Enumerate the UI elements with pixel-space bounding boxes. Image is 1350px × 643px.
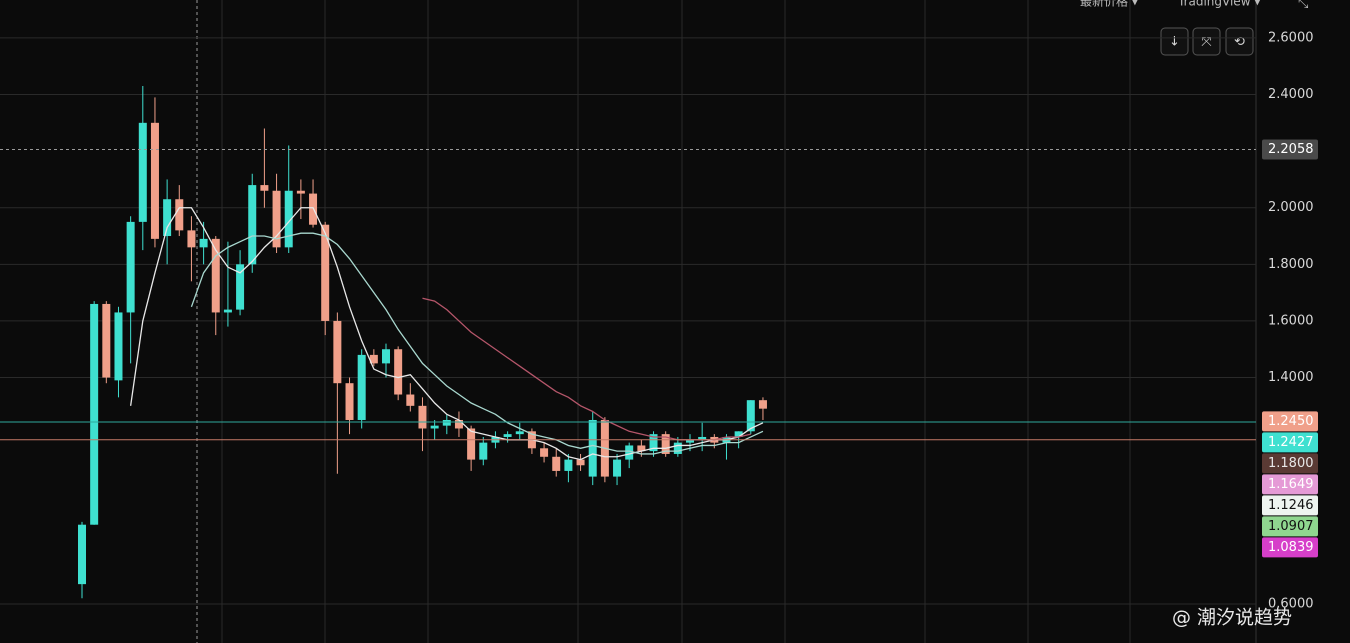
candle-body bbox=[394, 349, 403, 395]
price-label-box bbox=[1262, 411, 1318, 432]
y-tick-label: 1.4000 bbox=[1268, 370, 1314, 385]
candle-body bbox=[661, 434, 670, 454]
button[interactable] bbox=[1192, 27, 1221, 56]
candle-body bbox=[333, 320, 342, 384]
price-label-box bbox=[1262, 139, 1318, 160]
candle-body bbox=[296, 190, 305, 194]
price-label-box bbox=[1262, 453, 1318, 474]
price-label: 1.2450 bbox=[1268, 414, 1314, 429]
candle-body bbox=[442, 419, 451, 426]
candle-body bbox=[102, 303, 111, 378]
price-label-box bbox=[1262, 474, 1318, 495]
price-label: 1.0839 bbox=[1268, 540, 1314, 555]
price-label-box bbox=[1262, 537, 1318, 558]
y-tick-label: 2.4000 bbox=[1268, 87, 1314, 102]
toolbar-price[interactable]: 最新价格 ▾ bbox=[1080, 0, 1138, 9]
button-icon: ⟲ bbox=[1234, 35, 1245, 50]
toolbar-buttons: ↓ ⤧ ⟲ bbox=[1160, 27, 1254, 56]
candle-body bbox=[357, 354, 366, 420]
button[interactable] bbox=[1160, 27, 1189, 56]
candle-body bbox=[698, 436, 707, 440]
price-label: 1.2427 bbox=[1268, 435, 1314, 450]
candle-body bbox=[576, 459, 585, 466]
candle-body bbox=[686, 439, 694, 443]
candle-body bbox=[552, 456, 561, 471]
candle-body bbox=[163, 199, 172, 237]
watermark: @ 潮汐说趋势 bbox=[1172, 607, 1292, 629]
price-label: 2.2058 bbox=[1268, 142, 1314, 157]
price-label: 1.1246 bbox=[1268, 498, 1314, 513]
candle-body bbox=[467, 428, 476, 460]
candle-body bbox=[321, 224, 330, 321]
y-tick-label: 1.8000 bbox=[1268, 257, 1314, 272]
y-tick-label: 1.6000 bbox=[1268, 313, 1314, 328]
candle-body bbox=[345, 383, 354, 420]
candle-body bbox=[211, 238, 220, 313]
candle-body bbox=[369, 354, 378, 364]
moving-average-line bbox=[129, 207, 764, 461]
candle-body bbox=[418, 405, 427, 429]
candle-body bbox=[649, 434, 658, 452]
candle-body bbox=[479, 442, 488, 460]
candle-body bbox=[758, 400, 767, 409]
candle-body bbox=[223, 309, 232, 313]
candle-body bbox=[673, 442, 682, 454]
candle-body bbox=[588, 419, 597, 477]
y-tick-label: 0.6000 bbox=[1268, 596, 1314, 611]
price-label: 1.1649 bbox=[1268, 477, 1314, 492]
button-icon: ↓ bbox=[1169, 35, 1180, 50]
candle-body bbox=[114, 312, 123, 381]
candle-body bbox=[564, 459, 573, 471]
price-label: 1.0907 bbox=[1268, 519, 1314, 534]
candle-body bbox=[382, 349, 390, 364]
y-tick-label: 2.0000 bbox=[1268, 200, 1314, 215]
y-tick-label: 2.6000 bbox=[1268, 30, 1314, 45]
candle-body bbox=[78, 524, 86, 585]
price-label: 1.1800 bbox=[1268, 456, 1314, 471]
candle-body bbox=[90, 303, 99, 525]
toolbar-brand[interactable]: TradingView ▾ bbox=[1177, 0, 1260, 9]
candle-body bbox=[260, 185, 269, 191]
button[interactable] bbox=[1225, 27, 1254, 56]
candle-body bbox=[613, 459, 622, 477]
price-label-box bbox=[1262, 495, 1318, 516]
candle-body bbox=[187, 230, 196, 248]
candle-body bbox=[138, 122, 147, 222]
candle-body bbox=[637, 445, 646, 452]
candle-body bbox=[150, 122, 159, 239]
moving-average-line bbox=[190, 232, 764, 455]
candle-body bbox=[175, 199, 184, 231]
candle-body bbox=[126, 221, 135, 313]
candle-body bbox=[515, 431, 524, 435]
candle-body bbox=[406, 394, 415, 406]
expand-icon[interactable]: ⤡ bbox=[1298, 0, 1309, 12]
price-label-box bbox=[1262, 432, 1318, 453]
candle-body bbox=[625, 445, 634, 460]
candle-body bbox=[430, 425, 439, 429]
candle-body bbox=[284, 190, 293, 248]
candle-body bbox=[746, 400, 755, 432]
price-label-box bbox=[1262, 516, 1318, 537]
candle-body bbox=[248, 185, 257, 265]
candle-body bbox=[272, 190, 281, 248]
candle-body bbox=[199, 238, 208, 248]
candle-body bbox=[734, 431, 743, 437]
candle-body bbox=[454, 419, 463, 429]
candle-body bbox=[503, 434, 512, 437]
button-icon: ⤧ bbox=[1201, 35, 1212, 50]
candle-body bbox=[236, 264, 245, 310]
vertical-grid bbox=[221, 0, 1131, 643]
candle-body bbox=[540, 448, 549, 457]
